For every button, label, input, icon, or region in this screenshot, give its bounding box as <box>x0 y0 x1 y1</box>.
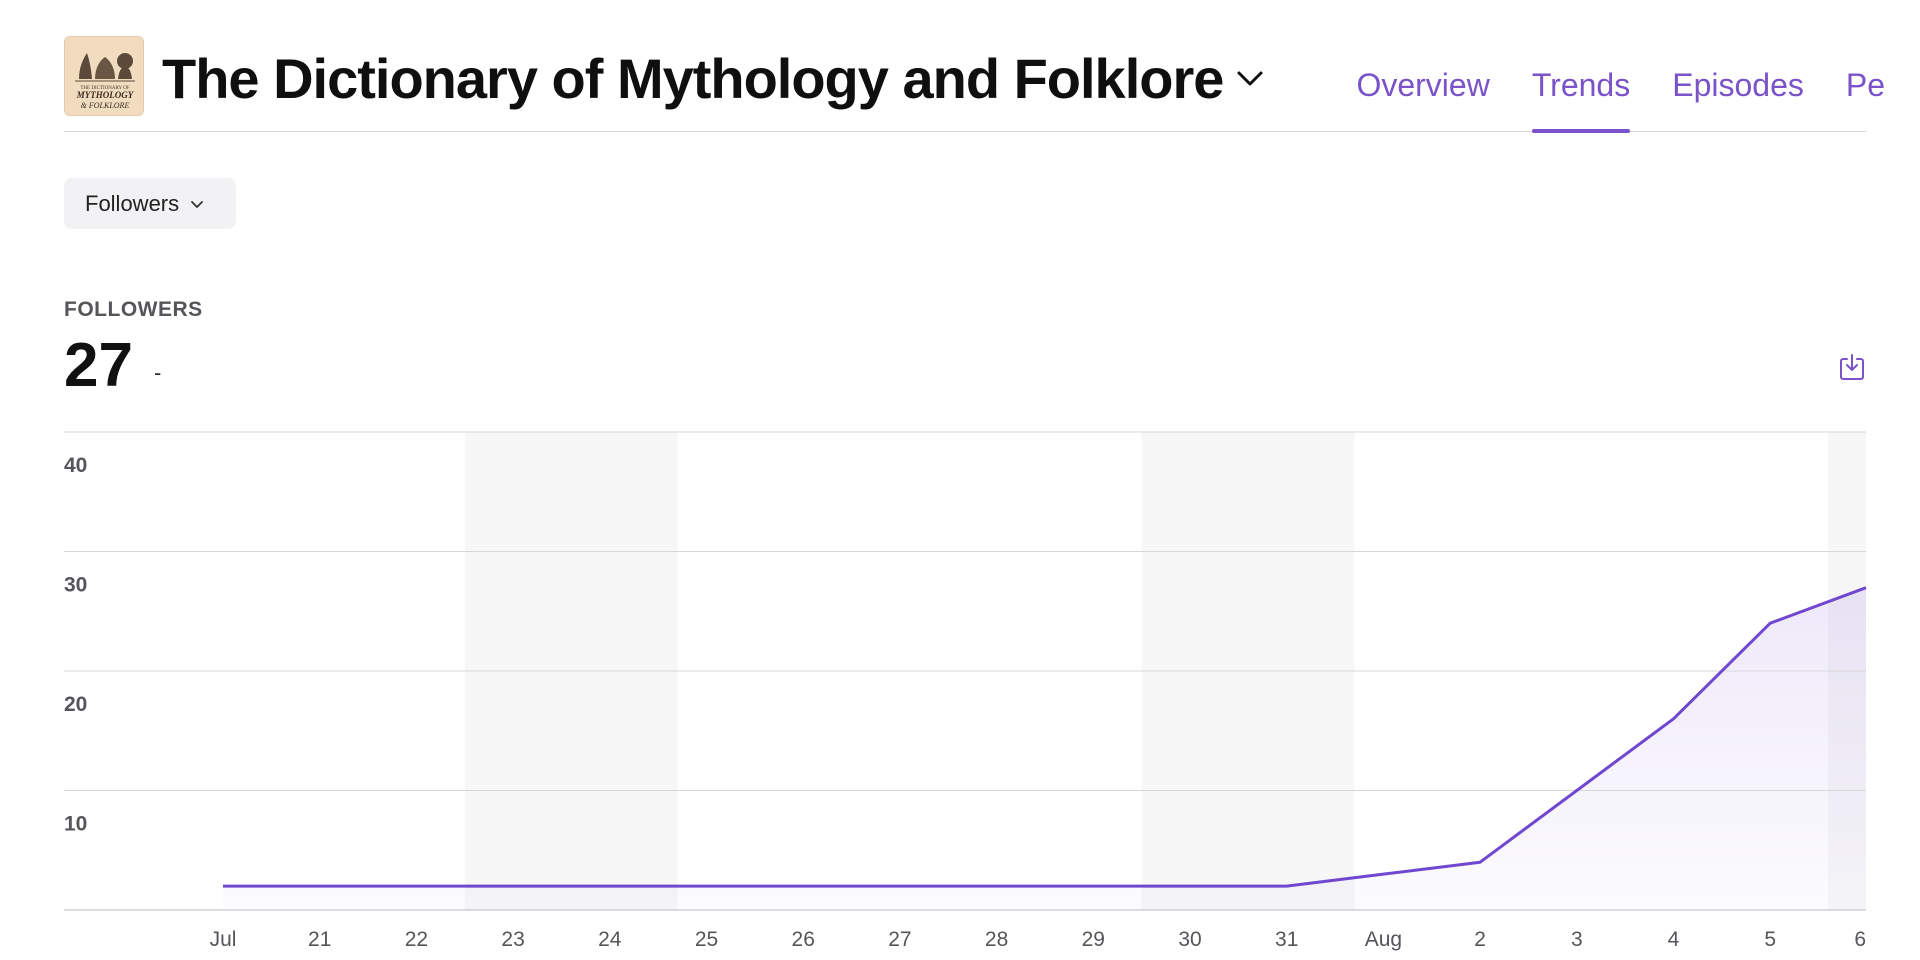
x-tick-label: 29 <box>1082 928 1105 951</box>
download-icon[interactable] <box>1838 352 1866 382</box>
x-tick-label: 27 <box>888 928 911 951</box>
tab-peak[interactable]: Pe <box>1845 67 1885 103</box>
podcast-title-dropdown[interactable]: The Dictionary of Mythology and Folklore <box>162 38 1265 118</box>
x-tick-label: 21 <box>308 928 331 951</box>
followers-chart: 10 20 30 40 Jul 21 22 23 24 25 26 27 28 29 30 31 Aug 2 3 4 5… <box>0 420 1920 960</box>
svg-text:THE DICTIONARY OF: THE DICTIONARY OF <box>80 86 129 91</box>
x-tick-label: 4 <box>1668 928 1680 951</box>
x-tick-label: 26 <box>792 928 815 951</box>
page-title: The Dictionary of Mythology and Folklore <box>162 46 1224 110</box>
y-tick-label: 20 <box>64 693 87 716</box>
x-tick-label: 2 <box>1474 928 1486 951</box>
series-line <box>223 586 1867 888</box>
chevron-down-icon <box>191 200 204 208</box>
kpi-value: 27 <box>64 331 133 400</box>
x-tick-label: 24 <box>598 928 622 951</box>
kpi-label: FOLLOWERS <box>64 298 203 321</box>
x-tick-label: 3 <box>1571 928 1583 951</box>
x-tick-label: 28 <box>985 928 1008 951</box>
metric-dropdown[interactable]: Followers <box>64 178 236 229</box>
x-tick-label: 23 <box>501 928 524 951</box>
tab-overview[interactable]: Overview <box>1356 67 1490 103</box>
y-tick-label: 10 <box>64 813 87 836</box>
x-tick-label: 25 <box>695 928 718 951</box>
y-tick-label: 40 <box>64 454 87 477</box>
nav-tabs: Overview Trends Episodes Pe <box>1335 28 1906 133</box>
svg-text:& FOLKLORE: & FOLKLORE <box>81 101 130 110</box>
x-tick-label: 22 <box>405 928 428 951</box>
x-tick-label: 31 <box>1275 928 1298 951</box>
podcast-artwork-logo: THE DICTIONARY OF MYTHOLOGY & FOLKLORE <box>64 36 144 116</box>
x-tick-label: 5 <box>1764 928 1776 951</box>
svg-text:MYTHOLOGY: MYTHOLOGY <box>76 90 135 100</box>
tab-episodes[interactable]: Episodes <box>1672 67 1804 103</box>
tab-trends[interactable]: Trends <box>1511 67 1651 133</box>
series-area <box>223 587 1866 910</box>
y-tick-label: 30 <box>64 574 87 597</box>
x-tick-label: 30 <box>1178 928 1201 951</box>
podcast-header: THE DICTIONARY OF MYTHOLOGY & FOLKLORE T… <box>64 28 1885 133</box>
metric-dropdown-label: Followers <box>85 190 180 216</box>
x-tick-label: 6 <box>1854 928 1866 951</box>
x-tick-label: Aug <box>1365 928 1402 951</box>
x-tick-label: Jul <box>210 928 237 951</box>
kpi-delta: - <box>154 360 162 385</box>
chevron-down-icon <box>1235 63 1265 93</box>
